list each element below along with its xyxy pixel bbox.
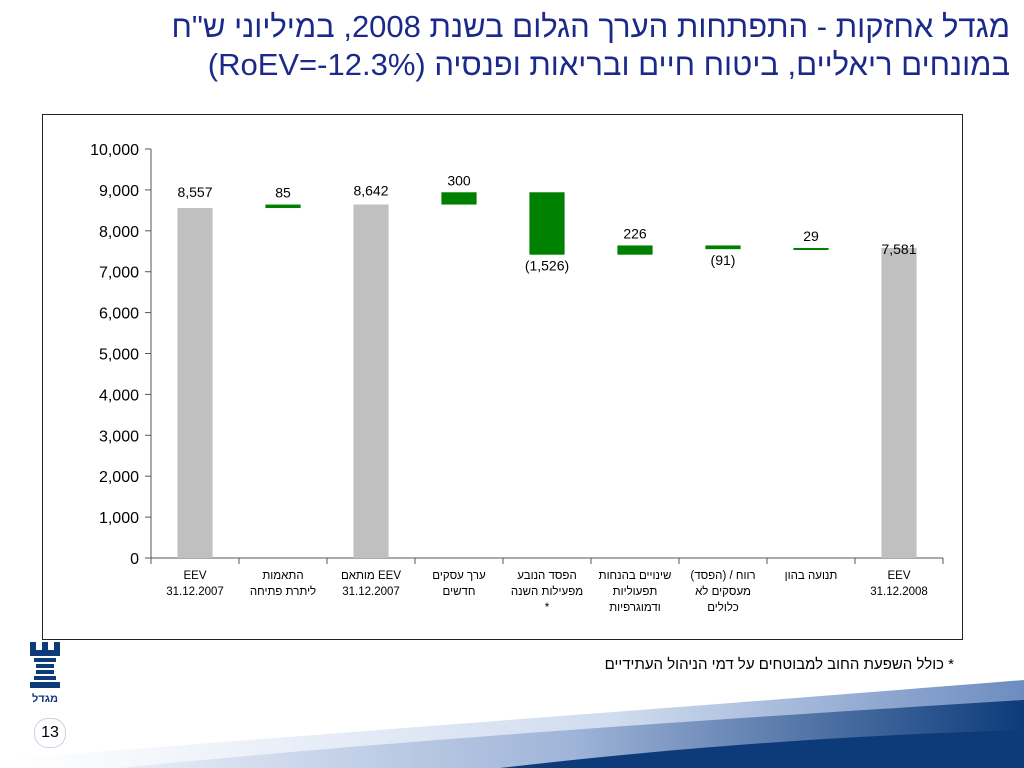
x-category-label: תפעוליות — [613, 585, 658, 598]
migdal-logo: מגדל — [30, 642, 60, 705]
y-tick-label: 10,000 — [90, 142, 139, 159]
x-category-label: ערך עסקים — [432, 570, 486, 582]
total-bar — [881, 247, 917, 558]
x-category-label: חדשים — [443, 586, 476, 598]
x-category-label: EEV — [887, 570, 910, 582]
x-category-label: מעסקים לא — [695, 585, 751, 598]
waterfall-chart: 0 1,000 2,000 3,000 4,000 5,000 6,000 7,000 8,00… — [90, 142, 944, 614]
y-tick-label: 3,000 — [99, 428, 139, 445]
change-bar — [441, 192, 477, 205]
y-tick-label: 4,000 — [99, 387, 139, 404]
data-label: 85 — [275, 185, 291, 201]
data-label: (91) — [711, 252, 736, 268]
footer-swoosh-decoration — [0, 680, 1024, 768]
change-bar — [705, 245, 741, 250]
x-category-label: 31.12.2008 — [870, 586, 928, 598]
change-bar — [265, 204, 301, 209]
data-label: 226 — [623, 225, 647, 241]
y-tick-label: 8,000 — [99, 224, 139, 241]
page-number: 13 — [34, 718, 66, 748]
x-category-label: ודמוגרפיות — [609, 602, 661, 614]
x-category-label: שינויים בהנחות — [599, 570, 672, 582]
x-category-label: מפעילות השנה — [511, 585, 583, 598]
slide-title: מגדל אחזקות - התפתחות הערך הגלום בשנת 20… — [20, 8, 1010, 84]
y-tick-label: 9,000 — [99, 183, 139, 200]
x-category-label: ליתרת פתיחה — [250, 585, 316, 598]
x-category-label: הפסד הנובע — [517, 570, 577, 582]
x-category-label: EEV מותאם — [341, 570, 401, 582]
footnote: * כולל השפעת החוב למבוטחים על דמי הניהול… — [604, 656, 954, 673]
y-tick-label: 7,000 — [99, 265, 139, 282]
change-bar — [793, 247, 829, 250]
y-tick-label: 0 — [130, 551, 139, 568]
y-tick-label: 5,000 — [99, 347, 139, 364]
logo-text: מגדל — [32, 692, 58, 705]
title-line-1: מגדל אחזקות - התפתחות הערך הגלום בשנת 20… — [171, 9, 1010, 44]
x-category-label: התאמות — [262, 570, 303, 582]
y-tick-label: 2,000 — [99, 469, 139, 486]
x-category-label: תנועה בהון — [785, 570, 838, 582]
chart-frame: 0 1,000 2,000 3,000 4,000 5,000 6,000 7,000 8,00… — [42, 114, 963, 640]
data-label: (1,526) — [525, 258, 569, 274]
data-label: 8,557 — [177, 184, 212, 200]
change-bar — [617, 245, 653, 255]
x-category-label: רווח / (הפסד) — [690, 570, 755, 582]
x-category-label: כלולים — [707, 601, 739, 614]
y-tick-label: 1,000 — [99, 510, 139, 527]
x-category-label: * — [545, 602, 550, 614]
x-category-label: 31.12.2007 — [166, 586, 224, 598]
x-category-label: 31.12.2007 — [342, 586, 400, 598]
data-label: 8,642 — [353, 183, 388, 199]
total-bar — [177, 208, 213, 558]
title-line-2: במונחים ריאליים, ביטוח חיים ובריאות ופנס… — [207, 47, 1010, 82]
data-label: 300 — [447, 172, 471, 188]
data-label: 7,581 — [881, 241, 916, 257]
y-tick-label: 6,000 — [99, 306, 139, 323]
data-label: 29 — [803, 228, 819, 244]
x-category-label: EEV — [183, 570, 206, 582]
total-bar — [353, 204, 389, 558]
change-bar — [529, 192, 565, 255]
